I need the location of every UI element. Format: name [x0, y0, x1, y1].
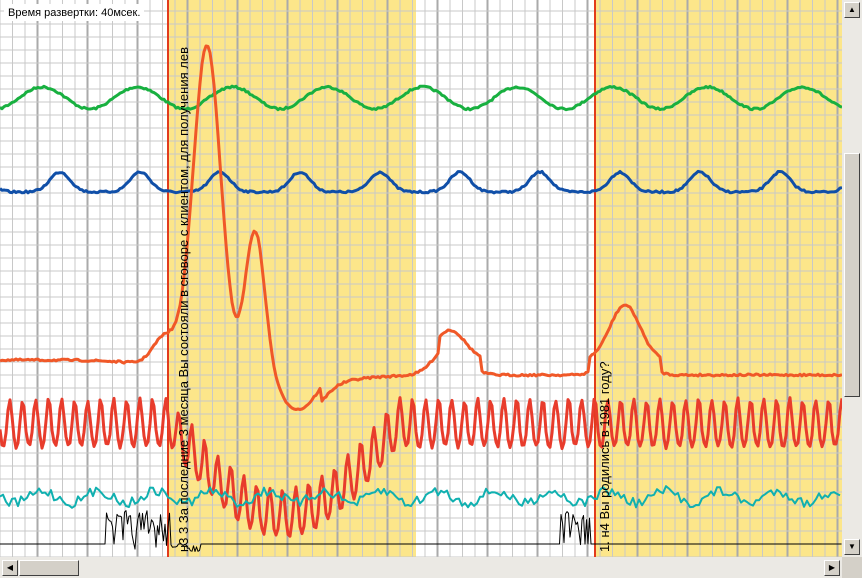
- horizontal-scroll-thumb[interactable]: [19, 560, 79, 576]
- question-label-1[interactable]: н3 3 За последние 3 месяца Вы состояли в…: [176, 47, 191, 552]
- blue-channel: [0, 169, 842, 195]
- orange-channel: [0, 44, 842, 411]
- arrow-down-icon: ▼: [848, 542, 856, 551]
- question-zone-2: [595, 0, 842, 557]
- green-channel: [0, 84, 842, 112]
- polygraph-chart-area: Время развертки: 40мсек. н3 3 За последн…: [0, 0, 842, 557]
- chart-svg: [0, 0, 842, 557]
- sweep-time-label: Время развертки: 40мсек.: [4, 4, 145, 21]
- scroll-down-button[interactable]: ▼: [844, 539, 860, 555]
- scroll-left-button[interactable]: ◀: [2, 560, 18, 576]
- scroll-up-button[interactable]: ▲: [844, 2, 860, 18]
- cyan-channel: [0, 485, 841, 509]
- scrollbar-corner: [842, 557, 862, 578]
- black-channel: [0, 510, 842, 552]
- question-zone-1: [168, 0, 416, 557]
- question-label-2[interactable]: 1. н4 Вы родились в 1981 году?: [597, 361, 612, 552]
- scroll-right-button[interactable]: ▶: [824, 560, 840, 576]
- arrow-left-icon: ◀: [6, 563, 14, 572]
- vertical-scrollbar[interactable]: ▲ ▼: [842, 0, 862, 557]
- arrow-up-icon: ▲: [848, 5, 856, 14]
- arrow-right-icon: ▶: [828, 563, 836, 572]
- horizontal-scrollbar[interactable]: ◀ ▶: [0, 557, 842, 578]
- red-channel: [0, 396, 842, 538]
- vertical-scroll-thumb[interactable]: [844, 153, 860, 397]
